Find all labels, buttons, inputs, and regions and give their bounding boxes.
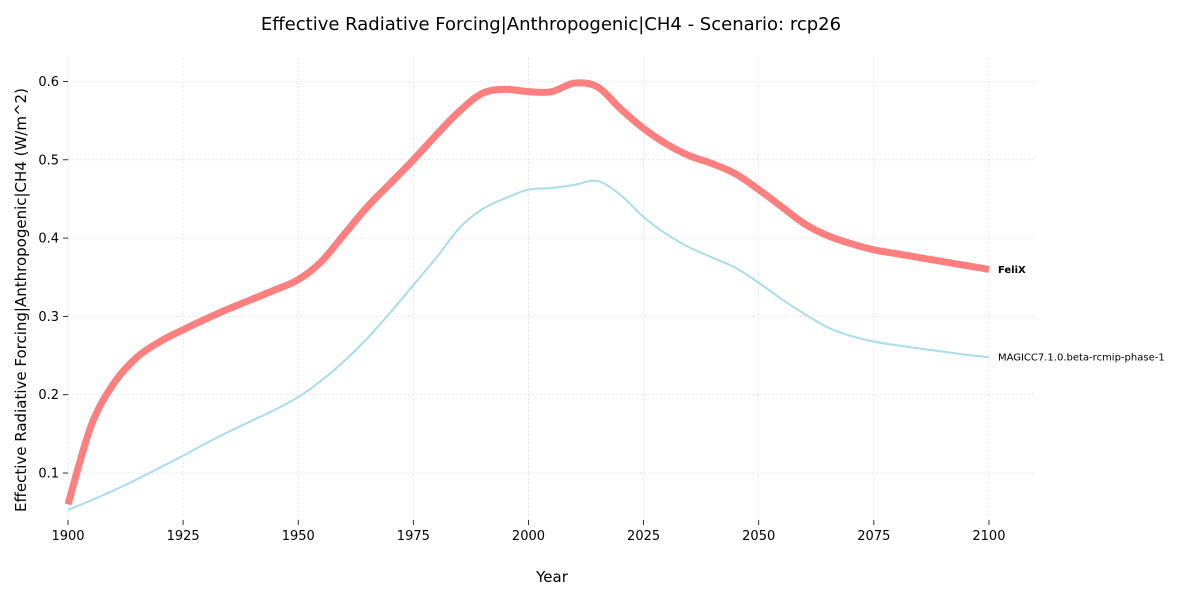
series-lines [64,79,990,511]
x-tick-label: 2075 [857,529,890,544]
grid [67,58,1035,520]
x-tick-label: 1975 [397,529,430,544]
x-tick-label: 1925 [167,529,200,544]
y-tick-label: 0.6 [38,75,59,90]
y-axis-label: Effective Radiative Forcing|Anthropogeni… [12,88,30,512]
series-label-magicc7-1-0-beta-rcmip-phase-1: MAGICC7.1.0.beta-rcmip-phase-1 [998,353,1165,364]
chart-title: Effective Radiative Forcing|Anthropogeni… [261,14,841,35]
series-label-felix: FeliX [998,265,1026,276]
series-line-magicc7-1-0-beta-rcmip-phase-1 [67,179,990,511]
x-tick-label: 2100 [972,529,1005,544]
series-line-felix [64,79,990,506]
y-tick-label: 0.4 [38,232,59,247]
x-tick-label: 2000 [512,529,545,544]
x-tick-label: 2050 [742,529,775,544]
y-tick-label: 0.2 [38,388,59,403]
series-labels: MAGICC7.1.0.beta-rcmip-phase-1 FeliX [998,265,1165,364]
x-tick-label: 1900 [51,529,84,544]
axes: 1900 1925 1950 1975 2000 2025 2050 2075 2100 0.1 0… [38,75,1005,544]
x-tick-label: 2025 [627,529,660,544]
x-axis-label: Year [535,568,569,586]
x-tick-label: 1950 [282,529,315,544]
y-tick-label: 0.1 [38,467,59,482]
y-tick-label: 0.3 [38,310,59,325]
y-tick-label: 0.5 [38,153,59,168]
